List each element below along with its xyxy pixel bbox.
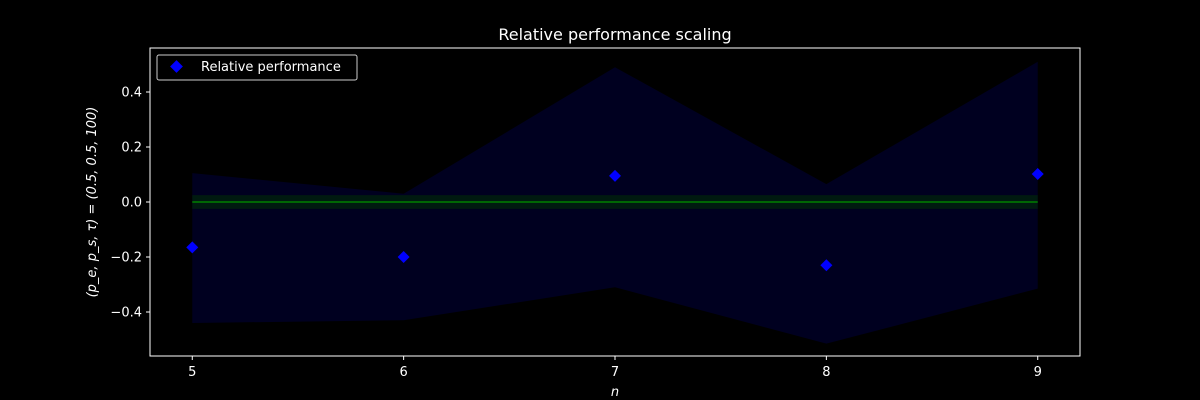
- y-tick-label: 0.4: [121, 86, 142, 101]
- x-tick-label: 6: [399, 365, 407, 380]
- legend-box: [156, 54, 358, 81]
- data-point-diamond: [186, 241, 199, 254]
- chart-title: Relative performance scaling: [498, 25, 731, 44]
- data-point-diamond: [820, 259, 833, 272]
- y-tick-label: −0.4: [110, 306, 142, 321]
- legend-marker-diamond: [170, 60, 183, 73]
- legend-label: Relative performance: [201, 60, 341, 75]
- x-tick-label: 8: [822, 365, 830, 380]
- x-axis-ticks: 5 6 7 8 9: [188, 356, 1042, 380]
- x-tick-label: 7: [611, 365, 619, 380]
- y-axis-label: (p_e, p_s, τ) = (0.5, 0.5, 100): [85, 107, 100, 298]
- legend: Relative performance: [156, 54, 358, 81]
- data-point-diamond: [609, 169, 621, 182]
- y-tick-label: −0.2: [110, 251, 142, 266]
- data-point-diamond: [1031, 167, 1044, 180]
- y-tick-label: 0.0: [121, 196, 142, 211]
- data-points: [186, 167, 1044, 272]
- data-point-diamond: [397, 251, 410, 263]
- x-axis-label: n: [611, 385, 619, 400]
- y-axis-ticks: −0.4 −0.2 0.0 0.2 0.4: [110, 86, 150, 321]
- x-tick-label: 5: [188, 365, 196, 380]
- x-tick-label: 9: [1034, 365, 1042, 380]
- y-tick-label: 0.2: [121, 141, 142, 156]
